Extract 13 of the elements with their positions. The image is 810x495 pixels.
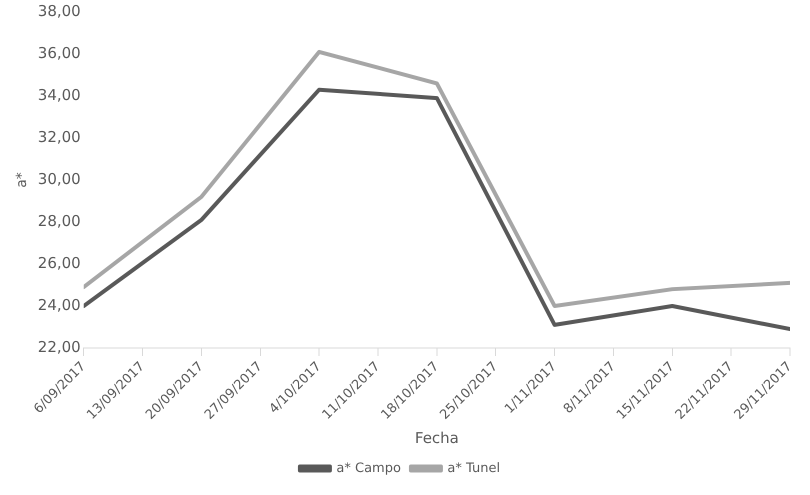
y-tick-label: 22,00	[38, 338, 81, 356]
y-tick-label: 32,00	[38, 128, 81, 146]
y-tick-label: 34,00	[38, 86, 81, 104]
legend-label: a* Tunel	[447, 460, 500, 476]
x-axis-title: Fecha	[414, 428, 459, 447]
y-tick-label: 38,00	[38, 2, 81, 20]
y-tick-label: 30,00	[38, 170, 81, 188]
y-tick-label: 24,00	[38, 296, 81, 314]
y-tick-label: 36,00	[38, 44, 81, 62]
y-axis-title: a*	[14, 172, 30, 188]
legend-label: a* Campo	[336, 460, 401, 476]
y-tick-label: 26,00	[38, 254, 81, 272]
y-tick-label: 28,00	[38, 212, 81, 230]
